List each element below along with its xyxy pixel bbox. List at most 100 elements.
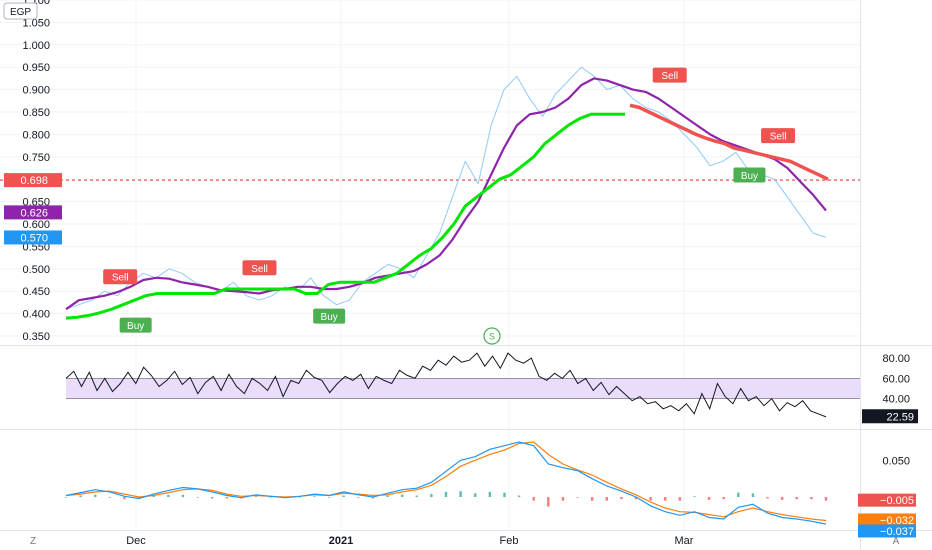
signal-label: Sell — [112, 273, 129, 284]
y-tick-label: 0.450 — [22, 286, 50, 298]
sell-signal: Sell — [242, 260, 277, 276]
sell-signal-box — [242, 260, 277, 276]
rsi-pane — [65, 352, 860, 418]
macd-histogram-bar — [137, 497, 141, 499]
signal-label: Sell — [251, 264, 268, 275]
macd-histogram-bar — [722, 497, 725, 500]
rsi-tick-label: 60.00 — [882, 373, 910, 385]
macd-histogram-bar — [415, 495, 418, 497]
macd-histogram-bar — [64, 497, 68, 498]
signal-label: Sell — [661, 71, 678, 82]
y-tick-label: 0.850 — [22, 107, 50, 119]
price-badge — [4, 230, 62, 245]
macd-histogram-bar — [430, 494, 433, 497]
rsi-line — [65, 352, 827, 418]
rsi-tick-label: 40.00 — [882, 394, 910, 406]
sell-signal-box — [761, 128, 796, 144]
macd-tick-label: 0.050 — [882, 455, 910, 467]
macd-histogram-bar — [488, 491, 492, 497]
currency-button[interactable]: EGP — [3, 2, 38, 20]
timezone-icon-label: Z — [30, 536, 36, 547]
macd-histogram-bar — [108, 497, 112, 498]
macd-histogram-bar — [532, 497, 535, 501]
sell-signal-box — [652, 67, 687, 83]
price-badge-label: 0.626 — [20, 207, 48, 219]
rsi-band — [66, 378, 860, 399]
macd-histogram-bar — [474, 493, 477, 497]
macd-histogram-bar — [196, 497, 199, 498]
macd-histogram-bar — [751, 493, 755, 497]
event-circle — [483, 327, 501, 345]
macd-histogram-bar — [327, 497, 331, 498]
macd-histogram-bar — [298, 497, 302, 498]
macd-histogram-bar — [766, 497, 769, 499]
macd-value-label: −0.037 — [880, 526, 914, 538]
time-axis: Dec 2021 Feb Mar — [126, 535, 694, 547]
macd-histogram-bar — [678, 497, 682, 501]
macd-histogram-bar — [79, 495, 82, 497]
y-axes: 1.1001.0501.0000.9500.9000.8500.8000.750… — [4, 0, 918, 538]
macd-histogram-bar — [152, 495, 155, 497]
signal-label: Buy — [127, 321, 144, 332]
y-tick-label: 0.750 — [22, 152, 50, 164]
y-tick-label: 0.950 — [22, 62, 50, 74]
macd-histogram-bar — [400, 494, 404, 497]
macd-histogram-bar — [357, 497, 360, 498]
price-badge — [4, 205, 62, 220]
trailing-stop-short — [629, 103, 829, 181]
auto-scale-button[interactable]: A — [893, 536, 900, 547]
macd-histogram-bar — [547, 497, 550, 507]
y-tick-label: 0.400 — [22, 309, 50, 321]
macd-histogram-bar — [503, 492, 506, 497]
macd-histogram-bar — [181, 494, 185, 497]
macd-histogram-bar — [795, 497, 798, 500]
macd-value-badge — [858, 513, 916, 527]
x-tick-label: Feb — [500, 535, 519, 547]
macd-histogram-bar — [225, 497, 228, 499]
x-tick-label: Mar — [675, 535, 694, 547]
y-tick-label: 0.500 — [22, 264, 50, 276]
macd-histogram-bar — [254, 496, 258, 497]
macd-histogram-bar — [94, 494, 97, 497]
buy-signal: Buy — [313, 308, 346, 324]
sell-signal-box — [103, 269, 138, 285]
macd-histogram-bar — [269, 497, 272, 498]
macd-histogram-bar — [444, 491, 448, 497]
auto-scale-label: A — [893, 536, 900, 547]
price-badge-label: 0.698 — [20, 175, 48, 187]
macd-value-label: −0.005 — [880, 495, 914, 507]
y-tick-label: 0.600 — [22, 219, 50, 231]
price-badge — [4, 173, 62, 188]
moving-average-line — [65, 77, 827, 311]
sell-signal: Sell — [103, 269, 138, 285]
timezone-icon[interactable]: Z — [30, 536, 36, 547]
macd-histogram-bar — [737, 492, 740, 497]
macd-histogram-bar — [123, 497, 126, 500]
buy-signal: Buy — [119, 317, 152, 333]
y-tick-label: 1.000 — [22, 40, 50, 52]
price-line — [65, 66, 827, 310]
macd-pane — [64, 441, 828, 525]
x-tick-label: 2021 — [329, 535, 353, 547]
rsi-value-badge — [862, 409, 918, 424]
currency-button-frame — [3, 2, 38, 20]
event-marker[interactable]: S — [483, 327, 501, 345]
y-tick-label: 0.800 — [22, 129, 50, 141]
macd-histogram-bar — [824, 497, 828, 501]
macd-histogram-bar — [634, 497, 638, 500]
rsi-tick-label: 80.00 — [882, 353, 910, 365]
signal-label: Sell — [770, 132, 787, 143]
signal-label: Buy — [321, 312, 338, 323]
buy-signal-box — [313, 308, 346, 324]
macd-value-badge — [858, 493, 916, 507]
y-tick-label: 1.050 — [22, 17, 50, 29]
macd-histogram-bar — [313, 496, 316, 497]
macd-histogram-bar — [810, 497, 813, 500]
grid-lines — [0, 0, 860, 530]
currency-label: EGP — [10, 7, 31, 18]
macd-histogram-bar — [167, 494, 170, 497]
macd-histogram-bar — [517, 495, 521, 497]
macd-histogram-bar — [459, 491, 462, 497]
